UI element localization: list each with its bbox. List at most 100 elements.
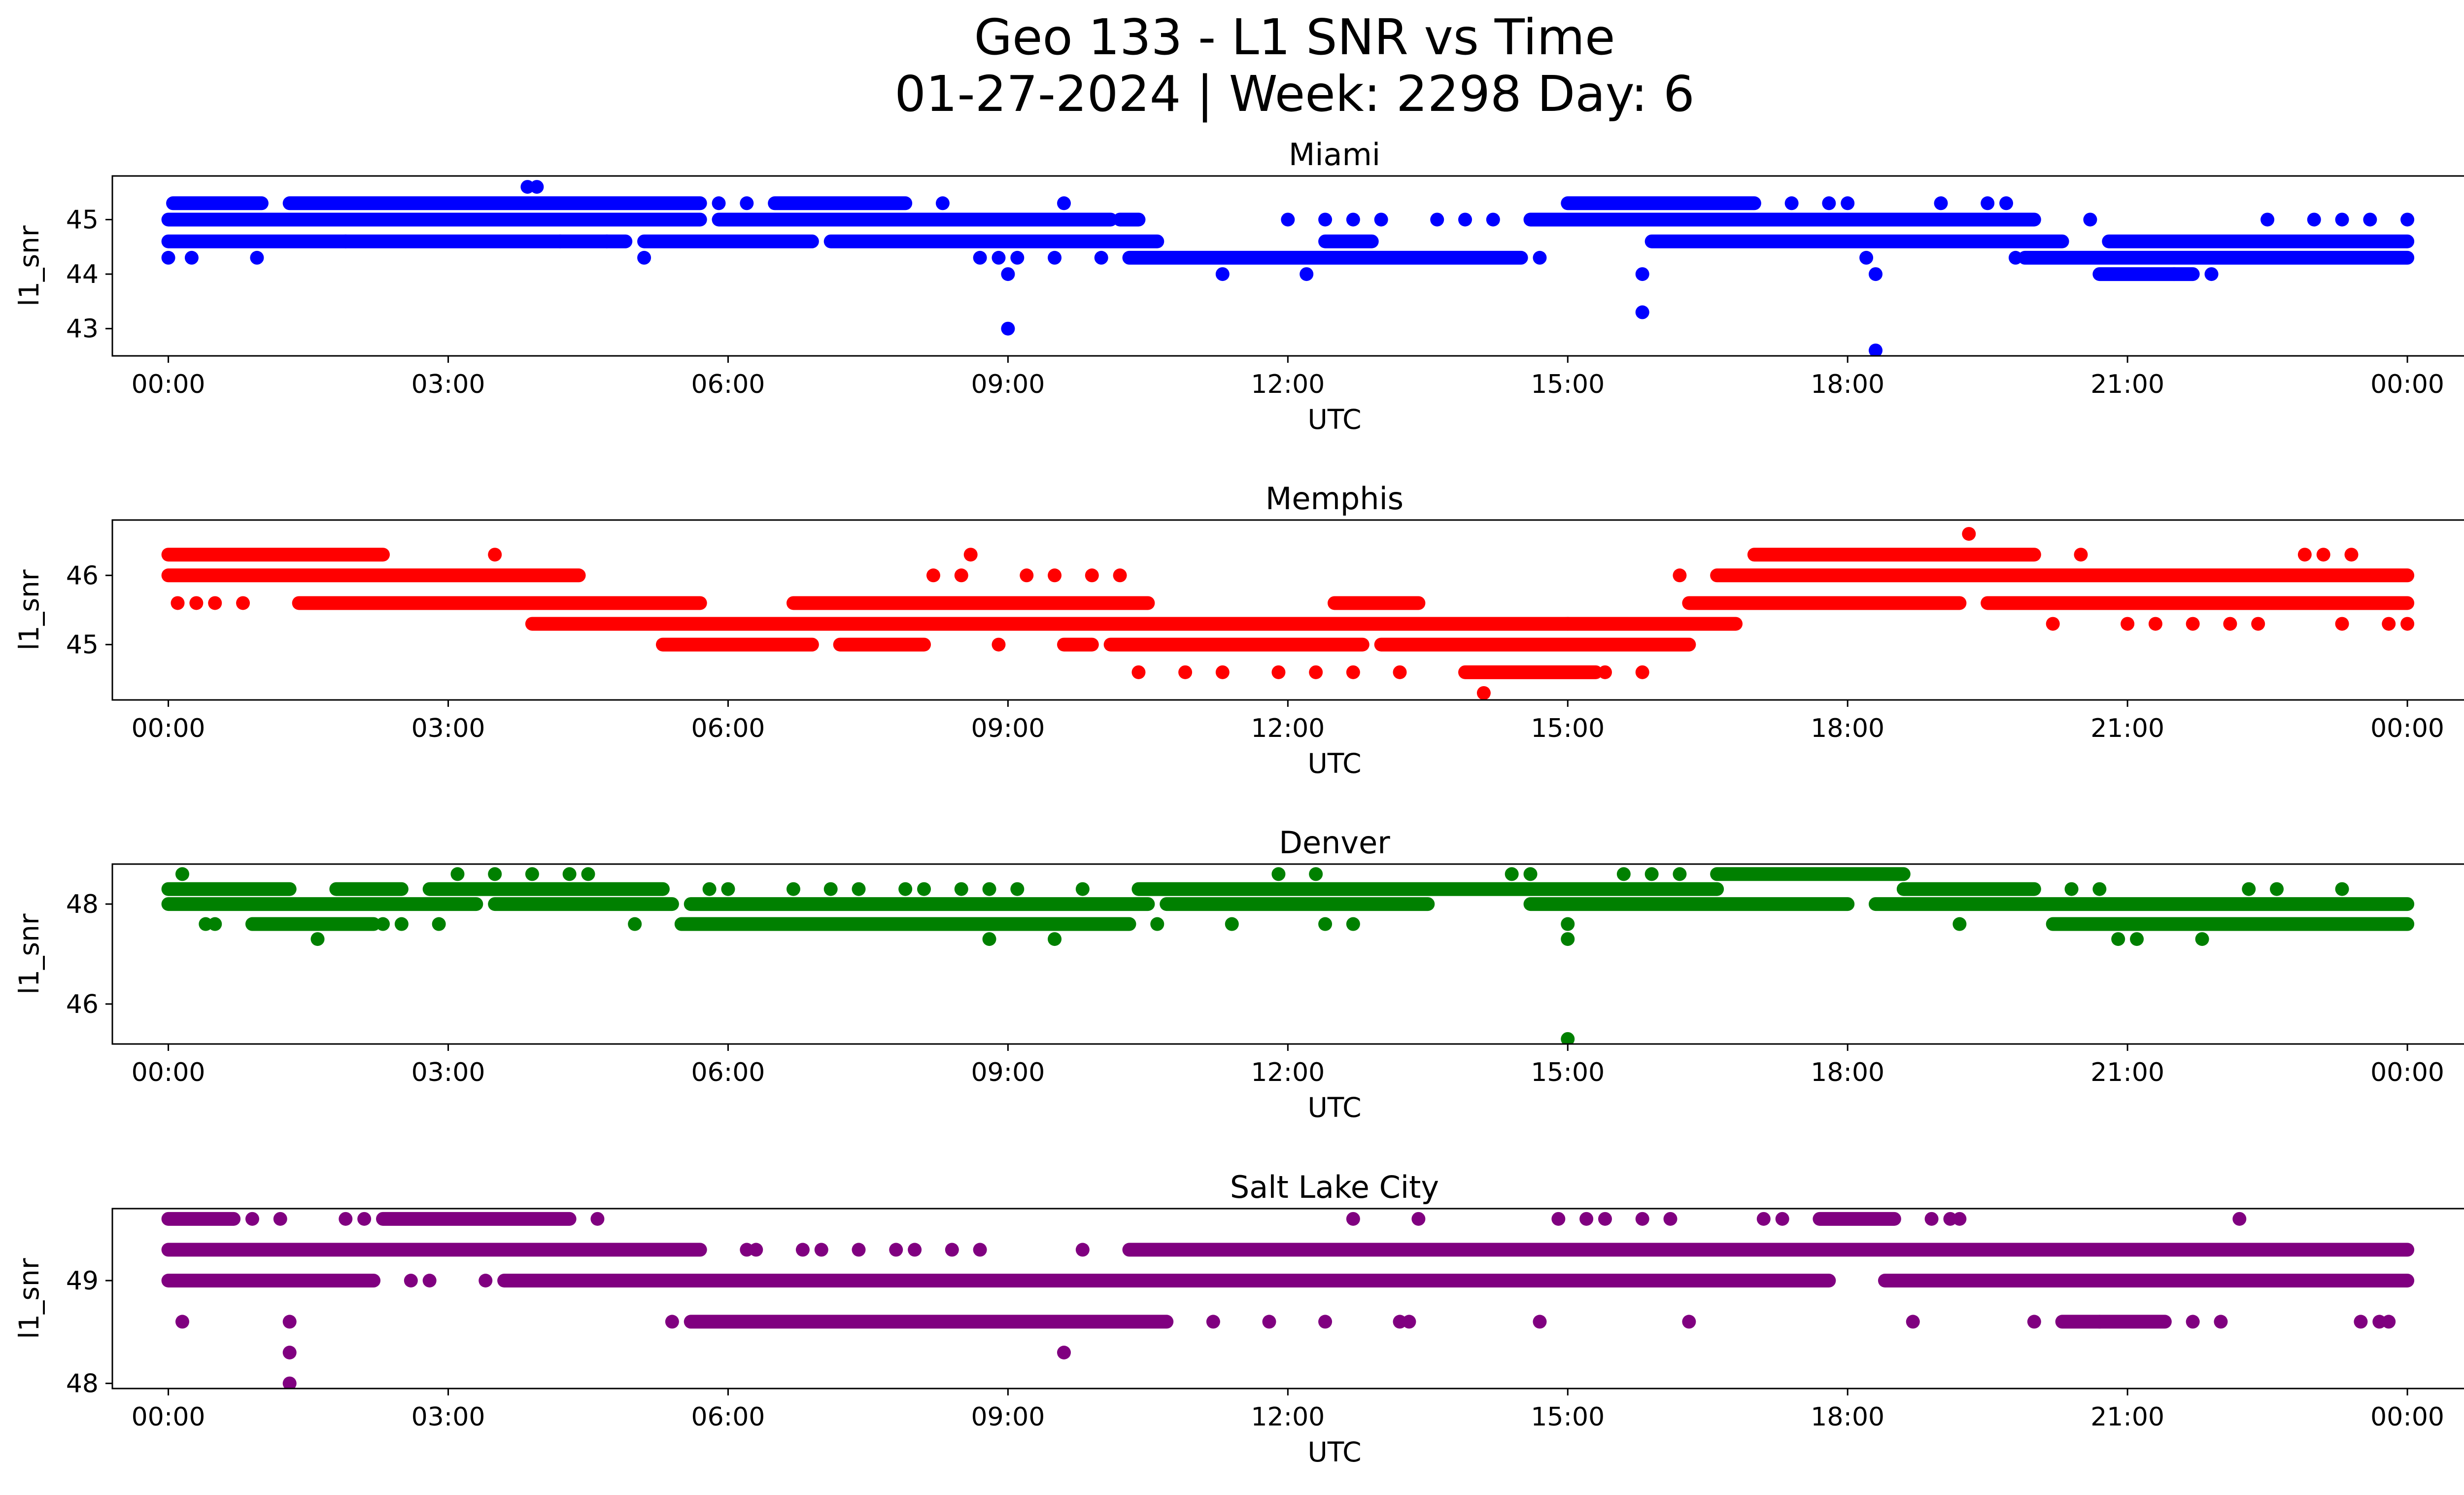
data-point xyxy=(2186,1315,2200,1329)
data-point xyxy=(432,917,446,931)
data-point xyxy=(590,1212,605,1226)
x-axis-label: UTC xyxy=(1307,748,1361,779)
plot-frame xyxy=(111,519,2464,701)
y-axis-label: l1_snr xyxy=(13,225,45,306)
x-tick-label: 18:00 xyxy=(1811,1058,1884,1087)
data-point xyxy=(1561,932,1575,946)
y-axis-label: l1_snr xyxy=(13,1258,45,1339)
data-point xyxy=(917,882,931,896)
x-axis-label: UTC xyxy=(1307,1436,1361,1468)
data-point xyxy=(721,882,735,896)
data-point xyxy=(1020,568,1034,583)
data-point xyxy=(1215,267,1230,281)
y-tick-label: 44 xyxy=(66,260,99,289)
data-point xyxy=(161,250,175,265)
data-point xyxy=(208,917,222,931)
x-tick-label: 00:00 xyxy=(132,1402,205,1432)
data-point xyxy=(749,1243,763,1257)
data-point xyxy=(2064,882,2079,896)
data-point xyxy=(1924,1212,1939,1226)
data-point xyxy=(1150,917,1164,931)
data-point xyxy=(2130,932,2144,946)
data-point xyxy=(1486,212,1500,227)
data-point xyxy=(450,867,465,881)
y-tick-label: 46 xyxy=(66,990,99,1019)
y-tick-label: 48 xyxy=(66,890,99,919)
data-point xyxy=(1841,196,1855,210)
data-point xyxy=(1374,212,1388,227)
data-point xyxy=(1962,527,1976,541)
data-point xyxy=(935,196,950,210)
data-point xyxy=(2083,212,2097,227)
data-point xyxy=(2204,267,2219,281)
data-point xyxy=(1784,196,1799,210)
data-point xyxy=(992,637,1006,652)
scatter-points xyxy=(161,180,2415,356)
data-point xyxy=(488,867,502,881)
x-tick-label: 15:00 xyxy=(1531,714,1605,743)
x-tick-label: 15:00 xyxy=(1531,1058,1605,1087)
data-point xyxy=(2400,212,2415,227)
x-tick-label: 12:00 xyxy=(1251,714,1325,743)
data-point xyxy=(1999,196,2014,210)
data-point xyxy=(2148,617,2162,631)
data-point xyxy=(795,1243,810,1257)
data-point xyxy=(394,917,409,931)
data-point xyxy=(1318,917,1333,931)
data-point xyxy=(1673,867,1687,881)
data-point xyxy=(1411,1212,1426,1226)
data-point xyxy=(282,1346,297,1359)
x-axis-label: UTC xyxy=(1307,1092,1361,1123)
data-point xyxy=(1635,1212,1649,1226)
data-point xyxy=(1281,212,1295,227)
data-point xyxy=(1775,1212,1789,1226)
data-point xyxy=(1906,1315,1920,1329)
data-point xyxy=(1505,867,1519,881)
data-point xyxy=(1225,917,1239,931)
data-point xyxy=(1533,250,1547,265)
data-point xyxy=(2111,932,2125,946)
data-point xyxy=(2260,212,2275,227)
data-point xyxy=(665,1315,679,1329)
data-point xyxy=(814,1243,828,1257)
figure-title-line2: 01-27-2024 | Week: 2298 Day: 6 xyxy=(894,65,1694,123)
data-point xyxy=(2354,1315,2368,1329)
x-tick-label: 21:00 xyxy=(2090,714,2164,743)
data-point xyxy=(1346,665,1360,679)
data-point xyxy=(1644,867,1659,881)
data-point xyxy=(852,882,866,896)
data-point xyxy=(1635,267,1649,281)
data-point xyxy=(273,1212,287,1226)
y-tick-label: 46 xyxy=(66,561,99,591)
data-point xyxy=(982,932,996,946)
data-point xyxy=(1393,665,1407,679)
data-point xyxy=(1579,1212,1594,1226)
x-tick-label: 21:00 xyxy=(2090,1058,2164,1087)
data-point xyxy=(1533,1315,1547,1329)
y-axis-label: l1_snr xyxy=(13,569,45,650)
y-tick-label: 49 xyxy=(66,1266,99,1296)
data-point xyxy=(2008,250,2022,265)
data-point xyxy=(1001,267,1015,281)
x-tick-label: 21:00 xyxy=(2090,1402,2164,1432)
subplot-title: Memphis xyxy=(1266,481,1403,517)
x-tick-label: 00:00 xyxy=(2370,1058,2444,1087)
data-point xyxy=(898,882,913,896)
data-point xyxy=(2027,1315,2041,1329)
data-point xyxy=(1803,212,1817,227)
data-point xyxy=(208,596,222,610)
x-tick-label: 15:00 xyxy=(1531,370,1605,399)
y-tick-label: 48 xyxy=(66,1369,99,1399)
x-tick-label: 03:00 xyxy=(411,1402,485,1432)
data-point xyxy=(600,234,614,248)
data-point xyxy=(1215,665,1230,679)
data-point xyxy=(1346,917,1360,931)
x-tick-label: 18:00 xyxy=(1811,1402,1884,1432)
data-point xyxy=(852,1243,866,1257)
data-point xyxy=(1048,568,1062,583)
data-point xyxy=(2121,617,2135,631)
data-point xyxy=(1318,1315,1333,1329)
x-tick-label: 03:00 xyxy=(411,1058,485,1087)
data-point xyxy=(992,250,1006,265)
subplots: Miami 00:00 03:00 06:00 09:00 12:00 15:00 18:00… xyxy=(13,137,2464,1468)
